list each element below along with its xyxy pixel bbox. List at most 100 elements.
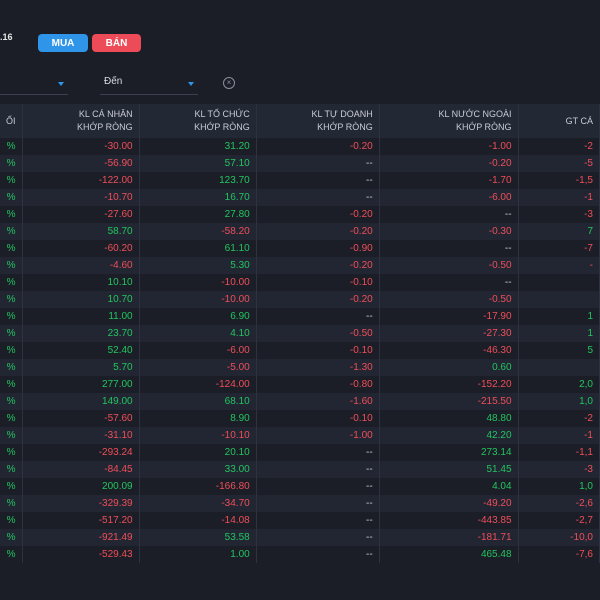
table-cell: -1.60 bbox=[256, 393, 380, 410]
table-cell: -60.20 bbox=[22, 240, 140, 257]
table-cell: % bbox=[0, 376, 23, 393]
column-header-line2: KHỚP RÒNG bbox=[455, 122, 512, 132]
table-cell: % bbox=[0, 274, 23, 291]
table-cell: -- bbox=[256, 189, 380, 206]
table-cell: 4.04 bbox=[379, 478, 519, 495]
table-cell: % bbox=[0, 512, 23, 529]
table-row[interactable]: % 10.70 -10.00 -0.20 -0.50 bbox=[0, 291, 600, 308]
table-cell: -- bbox=[256, 495, 380, 512]
table-cell: -5.00 bbox=[139, 359, 257, 376]
close-circle-icon[interactable]: × bbox=[223, 77, 235, 89]
table-cell: -6.00 bbox=[379, 189, 519, 206]
table-cell: 7 bbox=[518, 223, 600, 240]
table-cell: -2,7 bbox=[518, 512, 600, 529]
table-cell: 1 bbox=[518, 308, 600, 325]
table-row[interactable]: % -329.39 -34.70 -- -49.20 -2,6 bbox=[0, 495, 600, 512]
table-cell: -46.30 bbox=[379, 342, 519, 359]
column-header: KL CÁ NHÂN KHỚP RÒNG bbox=[22, 104, 140, 138]
table-row[interactable]: % -529.43 1.00 -- 465.48 -7,6 bbox=[0, 546, 600, 563]
table-cell: 2,0 bbox=[518, 376, 600, 393]
table-row[interactable]: % 23.70 4.10 -0.50 -27.30 1 bbox=[0, 325, 600, 342]
table-cell: % bbox=[0, 359, 23, 376]
table-cell: -7,6 bbox=[518, 546, 600, 563]
table-cell: -0.20 bbox=[256, 223, 380, 240]
table-cell: 10.70 bbox=[22, 291, 140, 308]
table-cell: 68.10 bbox=[139, 393, 257, 410]
table-cell: 8.90 bbox=[139, 410, 257, 427]
table-cell: -- bbox=[256, 478, 380, 495]
table-row[interactable]: % 200.09 -166.80 -- 4.04 1,0 bbox=[0, 478, 600, 495]
table-row[interactable]: % 149.00 68.10 -1.60 -215.50 1,0 bbox=[0, 393, 600, 410]
table-cell: -58.20 bbox=[139, 223, 257, 240]
table-cell: % bbox=[0, 427, 23, 444]
to-date-select[interactable]: Đến bbox=[100, 72, 198, 95]
table-row[interactable]: % 277.00 -124.00 -0.80 -152.20 2,0 bbox=[0, 376, 600, 393]
column-header-line1: KL NƯỚC NGOÀI bbox=[438, 109, 512, 119]
table-cell: 465.48 bbox=[379, 546, 519, 563]
table-cell: -- bbox=[379, 240, 519, 257]
table-row[interactable]: % -517.20 -14.08 -- -443.85 -2,7 bbox=[0, 512, 600, 529]
table-cell: -- bbox=[379, 274, 519, 291]
table-cell: 4.10 bbox=[139, 325, 257, 342]
column-header-line2: KHỚP RÒNG bbox=[194, 122, 250, 132]
table-row[interactable]: % 52.40 -6.00 -0.10 -46.30 5 bbox=[0, 342, 600, 359]
table-cell bbox=[518, 291, 600, 308]
table-row[interactable]: % -4.60 5.30 -0.20 -0.50- bbox=[0, 257, 600, 274]
table-row[interactable]: % -31.10 -10.10 -1.00 42.20 -1 bbox=[0, 427, 600, 444]
sell-button[interactable]: BÁN bbox=[92, 34, 141, 52]
table-cell: -- bbox=[256, 512, 380, 529]
table-cell: -- bbox=[256, 172, 380, 189]
table-cell: % bbox=[0, 495, 23, 512]
table-cell: -10.10 bbox=[139, 427, 257, 444]
table-cell: -0.50 bbox=[379, 291, 519, 308]
table-row[interactable]: % -10.70 16.70 -- -6.00 -1 bbox=[0, 189, 600, 206]
table-row[interactable]: % 58.70 -58.20 -0.20 -0.30 7 bbox=[0, 223, 600, 240]
table-row[interactable]: % -57.60 8.90 -0.10 48.80 -2 bbox=[0, 410, 600, 427]
table-cell: -- bbox=[256, 444, 380, 461]
table-cell: % bbox=[0, 444, 23, 461]
net-volume-table: ỐI KL CÁ NHÂN KHỚP RÒNG KL TỔ CHỨC KHỚP RÒNG… bbox=[0, 104, 600, 563]
table-cell: % bbox=[0, 240, 23, 257]
table-cell: 5 bbox=[518, 342, 600, 359]
table-cell: -10.00 bbox=[139, 291, 257, 308]
table-cell: 53.58 bbox=[139, 529, 257, 546]
table-cell: -1.00 bbox=[379, 138, 519, 155]
table-row[interactable]: % 10.10 -10.00 -0.10 -- bbox=[0, 274, 600, 291]
table-row[interactable]: % -122.00 123.70 -- -1.70 -1,5 bbox=[0, 172, 600, 189]
table-cell: -293.24 bbox=[22, 444, 140, 461]
table-row[interactable]: % -921.49 53.58 -- -181.71 -10,0 bbox=[0, 529, 600, 546]
table-cell: % bbox=[0, 138, 23, 155]
column-header-line1: KL CÁ NHÂN bbox=[78, 109, 133, 119]
table-cell bbox=[518, 359, 600, 376]
table-cell: % bbox=[0, 529, 23, 546]
column-header: KL NƯỚC NGOÀI KHỚP RÒNG bbox=[379, 104, 519, 138]
table-cell: % bbox=[0, 461, 23, 478]
table-row[interactable]: % -27.60 27.80 -0.20 -- -3 bbox=[0, 206, 600, 223]
buy-button[interactable]: MUA bbox=[38, 34, 88, 52]
column-header-line1: KL TỰ DOANH bbox=[311, 109, 373, 119]
table-row[interactable]: % -30.00 31.20 -0.20 -1.00 -2 bbox=[0, 138, 600, 155]
table-row[interactable]: % -56.90 57.10 -- -0.20 -5 bbox=[0, 155, 600, 172]
table-cell: % bbox=[0, 410, 23, 427]
table-cell: 20.10 bbox=[139, 444, 257, 461]
from-date-select[interactable] bbox=[0, 72, 68, 95]
table-cell: 1.00 bbox=[139, 546, 257, 563]
table-cell: -31.10 bbox=[22, 427, 140, 444]
table-cell: -27.60 bbox=[22, 206, 140, 223]
table-cell: - bbox=[518, 257, 600, 274]
table-cell: -14.08 bbox=[139, 512, 257, 529]
table-cell: -1 bbox=[518, 427, 600, 444]
table-cell: % bbox=[0, 342, 23, 359]
table-row[interactable]: % -293.24 20.10 -- 273.14 -1,1 bbox=[0, 444, 600, 461]
table-row[interactable]: % 11.00 6.90 -- -17.90 1 bbox=[0, 308, 600, 325]
table-cell: % bbox=[0, 478, 23, 495]
table-cell: 52.40 bbox=[22, 342, 140, 359]
column-header-line1: GT CÁ bbox=[565, 115, 593, 126]
table-cell: -166.80 bbox=[139, 478, 257, 495]
column-header: KL TỔ CHỨC KHỚP RÒNG bbox=[139, 104, 257, 138]
table-row[interactable]: % 5.70 -5.00 -1.30 0.60 bbox=[0, 359, 600, 376]
table-cell: -- bbox=[256, 308, 380, 325]
table-cell: -84.45 bbox=[22, 461, 140, 478]
table-row[interactable]: % -60.20 61.10 -0.90 -- -7 bbox=[0, 240, 600, 257]
table-row[interactable]: % -84.45 33.00 -- 51.45 -3 bbox=[0, 461, 600, 478]
